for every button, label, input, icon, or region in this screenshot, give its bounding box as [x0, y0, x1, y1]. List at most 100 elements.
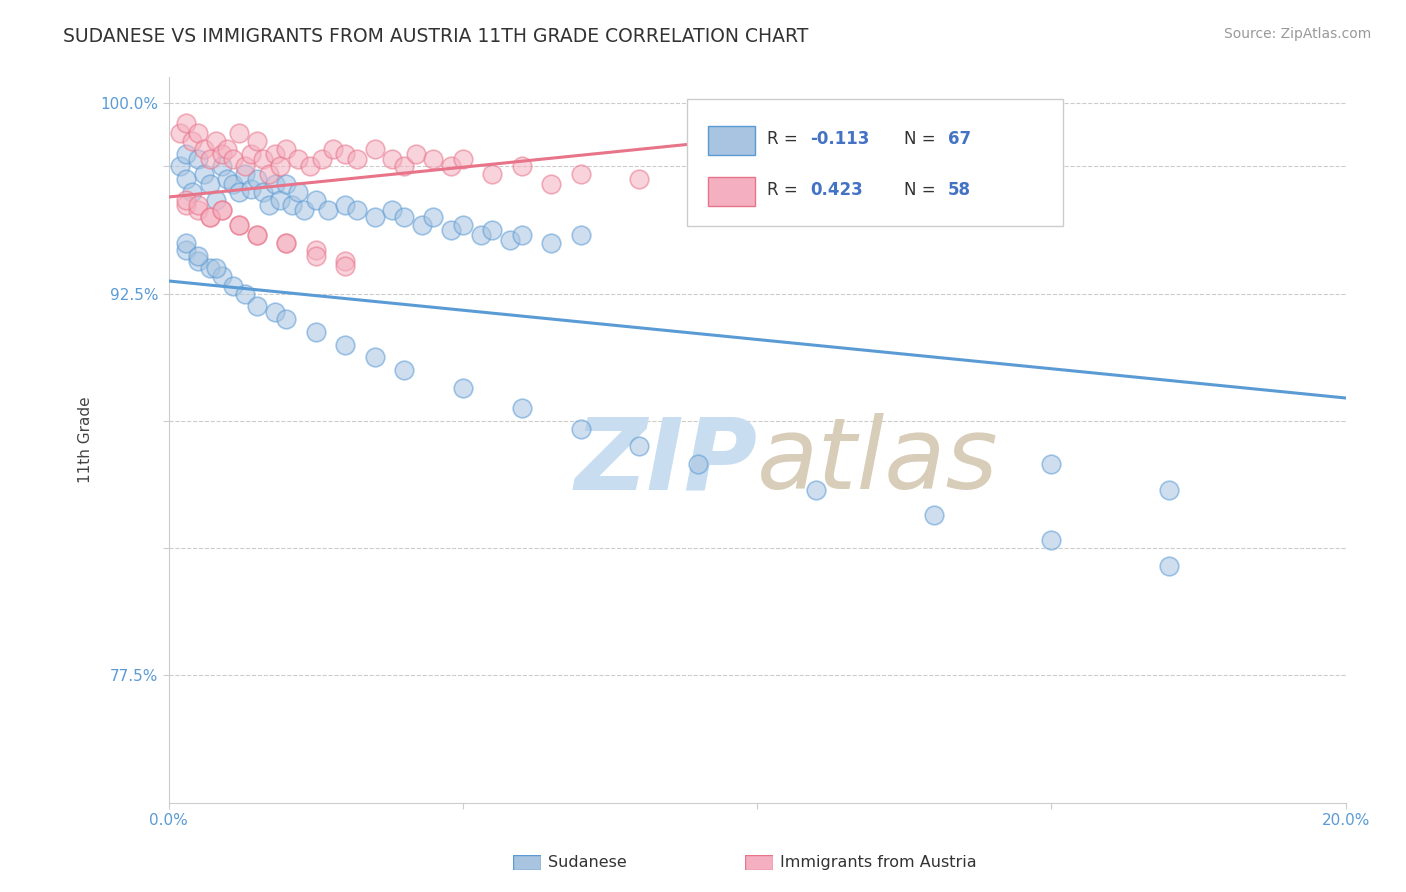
Point — [211, 146, 233, 161]
Point — [335, 259, 357, 273]
Point — [187, 197, 209, 211]
Point — [233, 167, 256, 181]
Point — [174, 116, 197, 130]
Point — [246, 172, 269, 186]
Point — [174, 172, 197, 186]
Point — [174, 244, 197, 258]
Point — [246, 134, 269, 148]
Point — [392, 211, 415, 225]
Point — [628, 172, 651, 186]
Point — [305, 325, 328, 339]
Point — [269, 160, 291, 174]
Point — [440, 223, 463, 237]
Point — [193, 142, 215, 156]
Point — [181, 134, 204, 148]
Point — [174, 197, 197, 211]
Point — [292, 202, 315, 217]
Point — [335, 146, 357, 161]
Point — [422, 211, 444, 225]
Point — [510, 160, 533, 174]
Point — [922, 185, 945, 199]
Text: R =: R = — [766, 130, 803, 148]
Text: Immigrants from Austria: Immigrants from Austria — [780, 855, 977, 870]
Point — [363, 351, 385, 365]
Point — [540, 178, 562, 192]
Point — [287, 185, 309, 199]
Point — [569, 167, 592, 181]
FancyBboxPatch shape — [707, 126, 755, 155]
Point — [257, 167, 280, 181]
FancyBboxPatch shape — [707, 177, 755, 206]
Point — [335, 337, 357, 351]
Point — [569, 228, 592, 243]
Point — [222, 178, 245, 192]
Point — [1159, 558, 1181, 573]
Text: 58: 58 — [948, 181, 972, 199]
Point — [240, 146, 263, 161]
Point — [246, 228, 269, 243]
Point — [187, 127, 209, 141]
Point — [540, 235, 562, 250]
Point — [316, 202, 339, 217]
Point — [198, 261, 221, 276]
Point — [193, 167, 215, 181]
Point — [451, 218, 474, 232]
Point — [804, 483, 827, 497]
Point — [174, 235, 197, 250]
Point — [481, 167, 503, 181]
Point — [276, 142, 298, 156]
Text: N =: N = — [904, 130, 941, 148]
Point — [204, 193, 226, 207]
Point — [276, 235, 298, 250]
Point — [211, 202, 233, 217]
Y-axis label: 11th Grade: 11th Grade — [79, 397, 93, 483]
Point — [198, 152, 221, 166]
Point — [246, 300, 269, 314]
Point — [228, 185, 250, 199]
Point — [305, 248, 328, 262]
Point — [1159, 483, 1181, 497]
Point — [335, 197, 357, 211]
Text: Source: ZipAtlas.com: Source: ZipAtlas.com — [1223, 27, 1371, 41]
Point — [381, 152, 404, 166]
Point — [187, 202, 209, 217]
Point — [174, 193, 197, 207]
Point — [198, 211, 221, 225]
Point — [240, 182, 263, 196]
Point — [252, 185, 274, 199]
Point — [628, 439, 651, 453]
Point — [510, 401, 533, 416]
Point — [322, 142, 344, 156]
Point — [747, 178, 769, 192]
Point — [451, 152, 474, 166]
Point — [276, 235, 298, 250]
Point — [211, 160, 233, 174]
Point — [1040, 533, 1063, 548]
Point — [217, 172, 239, 186]
Point — [569, 421, 592, 435]
Text: ZIP: ZIP — [574, 413, 758, 510]
Point — [276, 312, 298, 326]
Point — [276, 178, 298, 192]
Point — [222, 152, 245, 166]
Point — [198, 211, 221, 225]
Point — [187, 253, 209, 268]
Point — [440, 160, 463, 174]
Point — [346, 152, 368, 166]
Point — [222, 279, 245, 293]
Point — [263, 304, 285, 318]
Point — [246, 228, 269, 243]
Text: 67: 67 — [948, 130, 972, 148]
Point — [263, 146, 285, 161]
Point — [499, 233, 522, 247]
Point — [510, 228, 533, 243]
Point — [198, 178, 221, 192]
Point — [204, 134, 226, 148]
Point — [211, 268, 233, 283]
Point — [688, 457, 710, 471]
Point — [187, 152, 209, 166]
Text: SUDANESE VS IMMIGRANTS FROM AUSTRIA 11TH GRADE CORRELATION CHART: SUDANESE VS IMMIGRANTS FROM AUSTRIA 11TH… — [63, 27, 808, 45]
Point — [228, 218, 250, 232]
Point — [392, 363, 415, 377]
Point — [411, 218, 433, 232]
